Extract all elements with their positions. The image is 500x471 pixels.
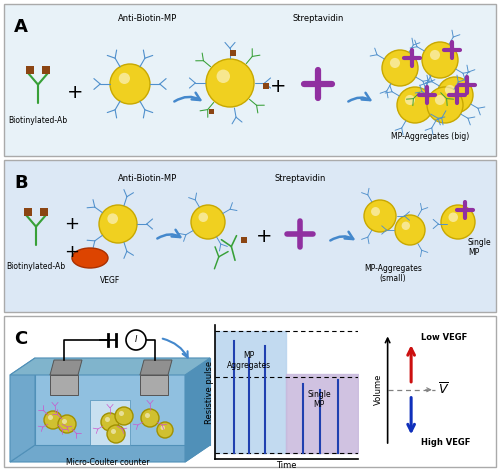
Text: High VEGF: High VEGF [420, 438, 470, 447]
Circle shape [105, 417, 110, 422]
Circle shape [422, 42, 458, 78]
Polygon shape [10, 358, 210, 375]
Circle shape [111, 429, 116, 434]
Ellipse shape [72, 248, 108, 268]
Text: B: B [14, 174, 28, 192]
Text: +: + [270, 76, 286, 96]
Polygon shape [10, 358, 35, 462]
FancyBboxPatch shape [4, 316, 496, 467]
Text: Volume: Volume [374, 374, 382, 406]
Text: Biotinylated-Ab: Biotinylated-Ab [8, 116, 68, 125]
Circle shape [101, 413, 119, 431]
FancyBboxPatch shape [209, 109, 214, 114]
Text: +: + [67, 82, 83, 101]
FancyBboxPatch shape [24, 208, 32, 216]
Circle shape [191, 205, 225, 239]
Circle shape [382, 50, 418, 86]
Y-axis label: Resistive pulse: Resistive pulse [204, 360, 214, 424]
Circle shape [448, 212, 458, 222]
Circle shape [435, 95, 445, 105]
Text: Micro-Coulter counter: Micro-Coulter counter [66, 458, 150, 467]
Text: VEGF: VEGF [100, 276, 120, 285]
Circle shape [402, 221, 410, 230]
Circle shape [397, 87, 433, 123]
Polygon shape [50, 360, 82, 375]
Circle shape [119, 73, 130, 84]
Circle shape [430, 50, 440, 60]
Circle shape [48, 415, 53, 420]
FancyBboxPatch shape [42, 66, 50, 73]
Circle shape [441, 205, 475, 239]
Circle shape [160, 425, 165, 430]
FancyBboxPatch shape [26, 66, 34, 73]
Text: Anti-Biotin-MP: Anti-Biotin-MP [118, 14, 178, 23]
Circle shape [405, 95, 415, 105]
Polygon shape [140, 375, 168, 395]
Text: $\overline{V}$: $\overline{V}$ [438, 382, 450, 398]
Text: Single
MP: Single MP [468, 238, 491, 257]
Circle shape [206, 59, 254, 107]
Text: +: + [64, 243, 80, 261]
Circle shape [145, 413, 150, 418]
Circle shape [395, 215, 425, 245]
Circle shape [119, 411, 124, 416]
Text: MP-Aggregates (big): MP-Aggregates (big) [391, 132, 469, 141]
Circle shape [141, 409, 159, 427]
Text: Streptavidin: Streptavidin [274, 174, 326, 183]
Circle shape [364, 200, 396, 232]
Polygon shape [50, 375, 78, 395]
FancyBboxPatch shape [4, 160, 496, 312]
Circle shape [62, 419, 67, 424]
Text: C: C [14, 330, 27, 348]
Text: +: + [64, 215, 80, 233]
Text: MP-Aggregates
(small): MP-Aggregates (small) [364, 264, 422, 284]
Circle shape [107, 425, 125, 443]
Text: Low VEGF: Low VEGF [420, 333, 467, 342]
Circle shape [108, 213, 118, 224]
Polygon shape [90, 400, 130, 445]
Text: I: I [135, 335, 137, 344]
Circle shape [427, 87, 463, 123]
Circle shape [58, 415, 76, 433]
Text: +: + [256, 227, 272, 245]
Text: Single
MP: Single MP [307, 390, 331, 409]
FancyBboxPatch shape [4, 4, 496, 156]
FancyBboxPatch shape [264, 83, 268, 89]
Polygon shape [10, 445, 210, 462]
FancyBboxPatch shape [242, 237, 246, 243]
Circle shape [99, 205, 137, 243]
Polygon shape [140, 360, 172, 375]
Polygon shape [185, 358, 210, 462]
Text: A: A [14, 18, 28, 36]
Circle shape [110, 64, 150, 104]
Text: Streptavidin: Streptavidin [292, 14, 344, 23]
Circle shape [390, 58, 400, 68]
Circle shape [126, 330, 146, 350]
Circle shape [371, 207, 380, 216]
Circle shape [44, 411, 62, 429]
Circle shape [198, 212, 208, 222]
Text: Biotinylated-Ab: Biotinylated-Ab [6, 262, 66, 271]
Text: MP
Aggregates: MP Aggregates [227, 351, 272, 370]
FancyBboxPatch shape [230, 50, 235, 56]
Text: Anti-Biotin-MP: Anti-Biotin-MP [118, 174, 178, 183]
Circle shape [157, 422, 173, 438]
FancyBboxPatch shape [40, 208, 48, 216]
Circle shape [445, 85, 455, 95]
X-axis label: Time: Time [276, 461, 296, 470]
Circle shape [216, 70, 230, 83]
Circle shape [115, 407, 133, 425]
Circle shape [437, 77, 473, 113]
Polygon shape [35, 358, 210, 445]
